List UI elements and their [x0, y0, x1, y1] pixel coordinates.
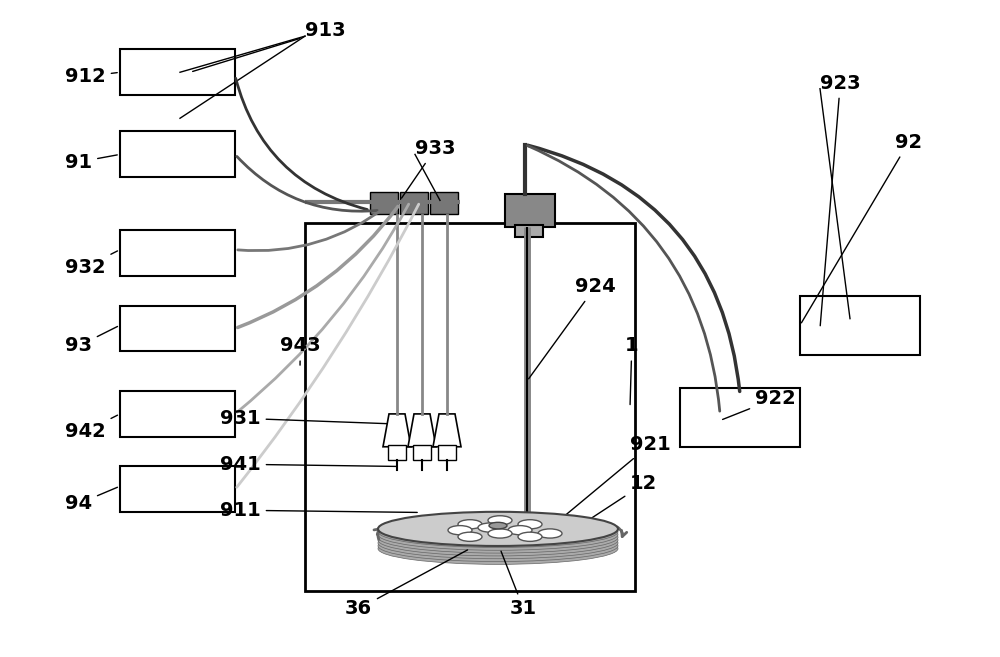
Ellipse shape	[378, 524, 618, 556]
Bar	[400, 192, 428, 214]
Ellipse shape	[378, 513, 618, 545]
Text: 922: 922	[723, 389, 796, 419]
Text: 12: 12	[557, 474, 657, 541]
Text: 1: 1	[625, 336, 639, 405]
Bar	[505, 194, 555, 227]
Bar	[413, 445, 431, 460]
Ellipse shape	[478, 523, 502, 532]
Ellipse shape	[508, 526, 532, 535]
Text: 942: 942	[65, 415, 118, 441]
Ellipse shape	[378, 527, 618, 558]
Ellipse shape	[378, 519, 618, 551]
Text: 92: 92	[801, 133, 922, 323]
Ellipse shape	[538, 529, 562, 538]
Text: 911: 911	[220, 501, 417, 520]
Ellipse shape	[489, 522, 507, 529]
Ellipse shape	[458, 520, 482, 529]
Text: 91: 91	[65, 152, 117, 171]
Text: 912: 912	[65, 67, 117, 86]
Ellipse shape	[448, 526, 472, 535]
Bar	[120, 391, 235, 437]
Ellipse shape	[518, 520, 542, 529]
Ellipse shape	[378, 533, 618, 564]
Polygon shape	[408, 414, 436, 447]
Text: 913: 913	[193, 21, 346, 72]
Ellipse shape	[488, 529, 512, 538]
Ellipse shape	[378, 516, 618, 547]
Text: 933: 933	[402, 139, 456, 198]
Text: 931: 931	[220, 409, 387, 428]
Bar	[800, 296, 920, 355]
Bar	[680, 388, 800, 447]
Bar	[120, 131, 235, 177]
Text: 924: 924	[529, 277, 616, 379]
Polygon shape	[433, 414, 461, 447]
Ellipse shape	[378, 512, 618, 546]
Bar	[120, 466, 235, 512]
Ellipse shape	[378, 530, 618, 562]
Ellipse shape	[518, 532, 542, 541]
Bar	[120, 306, 235, 351]
Bar	[515, 225, 543, 237]
Text: 923: 923	[820, 74, 861, 326]
Ellipse shape	[488, 516, 512, 525]
Polygon shape	[383, 414, 411, 447]
Bar	[305, 223, 635, 591]
Bar	[438, 445, 456, 460]
Text: 94: 94	[65, 487, 117, 513]
Bar	[120, 49, 235, 95]
Text: 943: 943	[280, 336, 321, 365]
Text: 93: 93	[65, 327, 118, 355]
Text: 941: 941	[220, 455, 397, 474]
Ellipse shape	[378, 522, 618, 553]
Bar	[430, 192, 458, 214]
Text: 932: 932	[65, 251, 118, 277]
Bar	[120, 230, 235, 276]
Text: 921: 921	[547, 435, 671, 530]
Text: 36: 36	[345, 550, 468, 618]
Text: 31: 31	[501, 551, 537, 618]
Bar	[370, 192, 398, 214]
Ellipse shape	[458, 532, 482, 541]
Bar	[388, 445, 406, 460]
